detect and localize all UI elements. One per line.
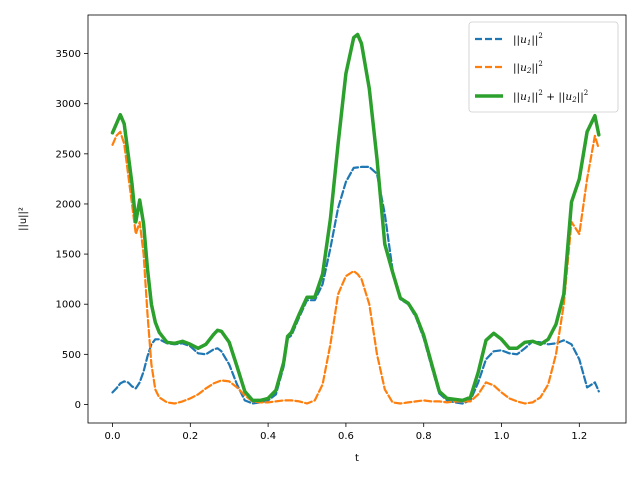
legend-label-u2: ||u2||2 (513, 60, 543, 75)
legend-label-u1: ||u1||2 (513, 32, 543, 47)
series-line-1 (111, 165, 600, 405)
x-tick-label: 0.8 (416, 431, 432, 442)
x-tick-label: 1.0 (494, 431, 510, 442)
x-axis-label: t (355, 453, 359, 464)
x-tick-label: 1.2 (571, 431, 587, 442)
y-tick-label: 1500 (56, 250, 81, 261)
x-tick-label: 0.0 (105, 431, 121, 442)
x-tick-label: 0.2 (182, 431, 198, 442)
y-tick-label: 500 (62, 350, 81, 361)
x-tick-label: 0.6 (338, 431, 354, 442)
y-axis: 0 500 1000 1500 2000 2500 3000 3500 (56, 49, 88, 411)
x-tick-label: 0.4 (260, 431, 276, 442)
legend-label-sum: ||u1||2 + ||u2||2 (513, 89, 588, 104)
y-tick-label: 2500 (56, 149, 81, 160)
plot-lines (110, 32, 601, 405)
plot-frame (87, 14, 627, 424)
y-tick-label: 0 (75, 400, 81, 411)
legend: ||u1||2 ||u2||2 ||u1||2 + ||u2||2 (468, 21, 619, 113)
y-axis-label: ||u||² (18, 207, 29, 231)
y-tick-label: 1000 (56, 300, 81, 311)
legend-box (468, 21, 619, 113)
y-tick-label: 2000 (56, 199, 81, 210)
y-tick-label: 3000 (56, 99, 81, 110)
series-line-2 (111, 130, 600, 405)
y-tick-label: 3500 (56, 49, 81, 60)
series-line-3 (110, 32, 601, 403)
x-axis: 0.0 0.2 0.4 0.6 0.8 1.0 1.2 (105, 423, 587, 442)
